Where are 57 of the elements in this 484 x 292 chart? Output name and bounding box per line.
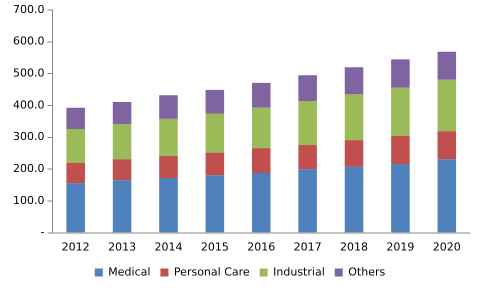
bar (438, 159, 456, 232)
y-tick-label: 500.0 (12, 66, 44, 80)
bar (159, 178, 178, 232)
bar (112, 102, 132, 124)
bar (344, 94, 364, 140)
bar (298, 75, 317, 102)
x-tick-label: 2016 (247, 240, 276, 254)
bar (298, 101, 317, 145)
bar (391, 136, 410, 164)
bar (252, 108, 271, 148)
y-tick-label: 400.0 (12, 98, 44, 112)
y-tick-label: 100.0 (12, 194, 44, 207)
bar (438, 52, 456, 80)
bar (391, 59, 410, 88)
bar (206, 113, 224, 153)
bar (344, 140, 364, 167)
bar (66, 162, 85, 184)
bar (438, 131, 456, 160)
y-tick-label: 600.0 (12, 34, 44, 48)
bar (298, 169, 317, 232)
bar (298, 144, 317, 170)
legend-label: Personal Care (174, 265, 250, 278)
legend-label: Industrial (273, 265, 325, 278)
bar (66, 108, 85, 130)
bar (112, 124, 132, 160)
bar (112, 159, 132, 180)
x-tick-label: 2015 (200, 240, 229, 254)
x-tick-label: 2019 (386, 240, 414, 254)
bar (206, 175, 224, 232)
bar (438, 80, 456, 132)
bar (344, 67, 364, 94)
y-tick-label: 700.0 (12, 2, 44, 16)
bar (252, 82, 271, 108)
x-tick-label: 2013 (108, 240, 136, 254)
x-tick-label: 2012 (62, 240, 90, 254)
y-tick-label: 300.0 (12, 130, 44, 144)
bar (66, 183, 85, 232)
bar (206, 152, 224, 176)
x-tick-label: 2014 (154, 240, 182, 254)
bar (159, 95, 178, 119)
bar (159, 118, 178, 156)
bar (159, 156, 178, 178)
bar (206, 90, 224, 114)
bar (66, 129, 85, 163)
legend-label: Others (348, 265, 386, 278)
x-tick-label: 2017 (294, 240, 322, 254)
bar (391, 164, 410, 232)
y-tick-label: 200.0 (12, 162, 44, 175)
x-tick-label: 2020 (432, 240, 461, 254)
y-tick-label: - (40, 226, 45, 239)
bar (391, 88, 410, 136)
x-tick-label: 2018 (340, 240, 368, 254)
legend-label: Medical (108, 265, 150, 278)
bar (344, 166, 364, 232)
bar (252, 148, 271, 173)
bar (252, 172, 271, 232)
bar (112, 180, 132, 232)
